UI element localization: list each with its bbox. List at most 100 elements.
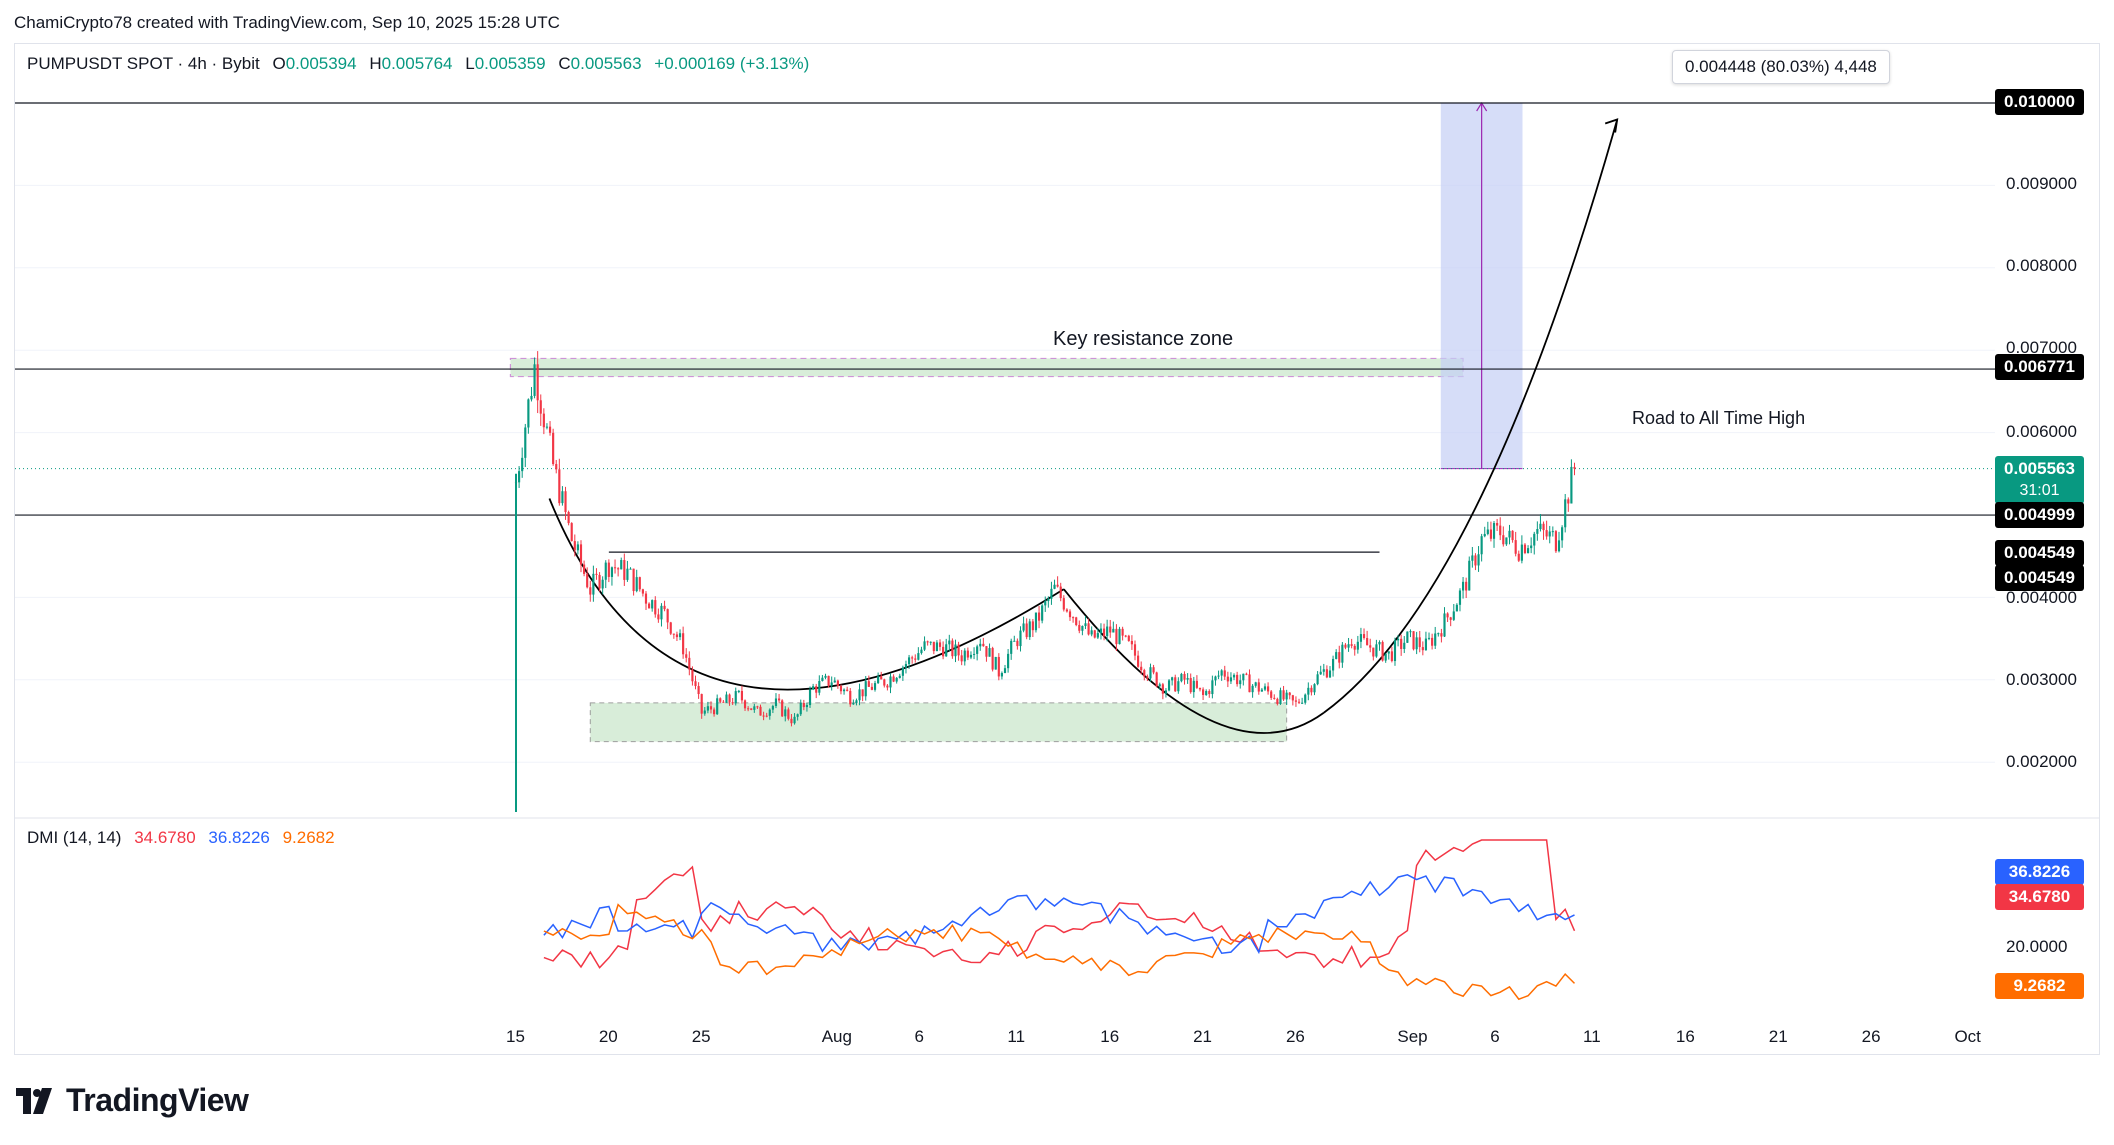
time-axis-label: 6 [1490, 1027, 1500, 1046]
bar-countdown: 31:01 [2019, 482, 2060, 499]
candle-body [1090, 630, 1093, 635]
candle-body [601, 579, 604, 589]
candle-body [521, 457, 524, 472]
candle-body [1065, 609, 1068, 612]
tradingview-logo-icon [16, 1087, 52, 1114]
time-axis-label: 21 [1193, 1027, 1212, 1046]
candle-body [657, 614, 660, 620]
candle-body [994, 656, 997, 670]
candle-body [777, 698, 781, 701]
candle-body [567, 512, 570, 524]
candle-body [1418, 637, 1421, 648]
candle-body [694, 681, 697, 687]
candle-body [1034, 612, 1038, 631]
candle-body [1554, 531, 1558, 552]
low-value: 0.005359 [474, 54, 546, 73]
candle-body [1226, 676, 1229, 682]
candle-body [1362, 634, 1366, 639]
dmi-adx-line [543, 903, 1576, 1001]
candle-body [790, 718, 793, 724]
candle-body [802, 703, 805, 708]
candle-body [583, 564, 586, 574]
time-axis-label: Aug [821, 1027, 852, 1046]
candle-body [1489, 529, 1493, 539]
candle-body [793, 716, 796, 724]
time-axis-label: 25 [691, 1027, 711, 1046]
candle-body [966, 650, 969, 658]
candle-body [1526, 548, 1530, 554]
price-tag-support: 0.004999 [1995, 502, 2084, 528]
candle-body [542, 413, 545, 428]
candle-body [1483, 533, 1486, 537]
candle-body [629, 568, 632, 570]
candle-body [1496, 523, 1499, 526]
candle-body [1242, 673, 1245, 681]
candle-body [1260, 689, 1263, 692]
candle-body [855, 700, 858, 703]
candle-body [1102, 628, 1106, 637]
candle-body [942, 646, 945, 657]
candle-body [1465, 581, 1468, 591]
price-tick: 0.002000 [2006, 752, 2077, 771]
candle-body [1486, 529, 1489, 534]
road-to-ath-label: Road to All Time High [1632, 408, 1806, 428]
candle-body [1350, 644, 1353, 646]
candle-body [1084, 623, 1087, 627]
candle-body [1019, 630, 1022, 647]
candle-body [1130, 640, 1133, 645]
candle-body [576, 544, 579, 551]
candle-body [768, 709, 771, 716]
candle-body [1192, 680, 1195, 693]
candle-body [1366, 638, 1369, 646]
candle-body [1087, 623, 1090, 635]
candle-body [1492, 523, 1496, 539]
candle-body [1198, 687, 1202, 690]
candle-body [1143, 670, 1146, 677]
candle-body [613, 567, 617, 569]
candle-body [743, 700, 747, 709]
candle-body [1037, 612, 1041, 621]
candle-body [898, 675, 901, 678]
candle-body [842, 689, 846, 692]
candle-body [524, 427, 527, 458]
candle-body [1424, 638, 1428, 651]
candle-body [861, 689, 864, 697]
candle-body [1344, 644, 1347, 648]
candle-body [1106, 626, 1109, 637]
candle-body [660, 605, 663, 620]
candle-body [1099, 628, 1103, 634]
candle-body [716, 698, 719, 715]
candle-body [991, 648, 994, 670]
candle-body [1396, 638, 1400, 641]
candle-body [703, 710, 706, 714]
candle-body [1279, 690, 1282, 704]
time-axis-label: Sep [1397, 1027, 1428, 1046]
candle-body [982, 643, 985, 647]
candle-body [1331, 658, 1335, 671]
candle-body [1471, 555, 1474, 561]
candle-body [972, 653, 976, 655]
candle-body [1517, 553, 1520, 561]
dmi-adx-tag: 9.2682 [1995, 973, 2084, 999]
candle-body [678, 633, 682, 638]
candle-body [1384, 653, 1387, 661]
candle-body [1282, 690, 1285, 700]
candle-body [1096, 633, 1099, 638]
candle-body [1557, 540, 1561, 552]
candle-body [1229, 677, 1233, 682]
candle-body [548, 426, 552, 433]
candle-body [1133, 644, 1137, 656]
candle-body [1062, 598, 1065, 610]
candle-body [864, 681, 867, 697]
candle-body [1031, 621, 1034, 631]
candle-body [963, 650, 966, 662]
candle-body [1523, 544, 1527, 554]
candle-body [1570, 466, 1573, 504]
candle-body [849, 690, 852, 705]
candle-body [644, 593, 648, 604]
tradingview-logo[interactable]: TradingView [16, 1082, 249, 1119]
candle-body [1322, 669, 1325, 672]
candle-body [1000, 673, 1003, 677]
candle-body [558, 469, 561, 504]
